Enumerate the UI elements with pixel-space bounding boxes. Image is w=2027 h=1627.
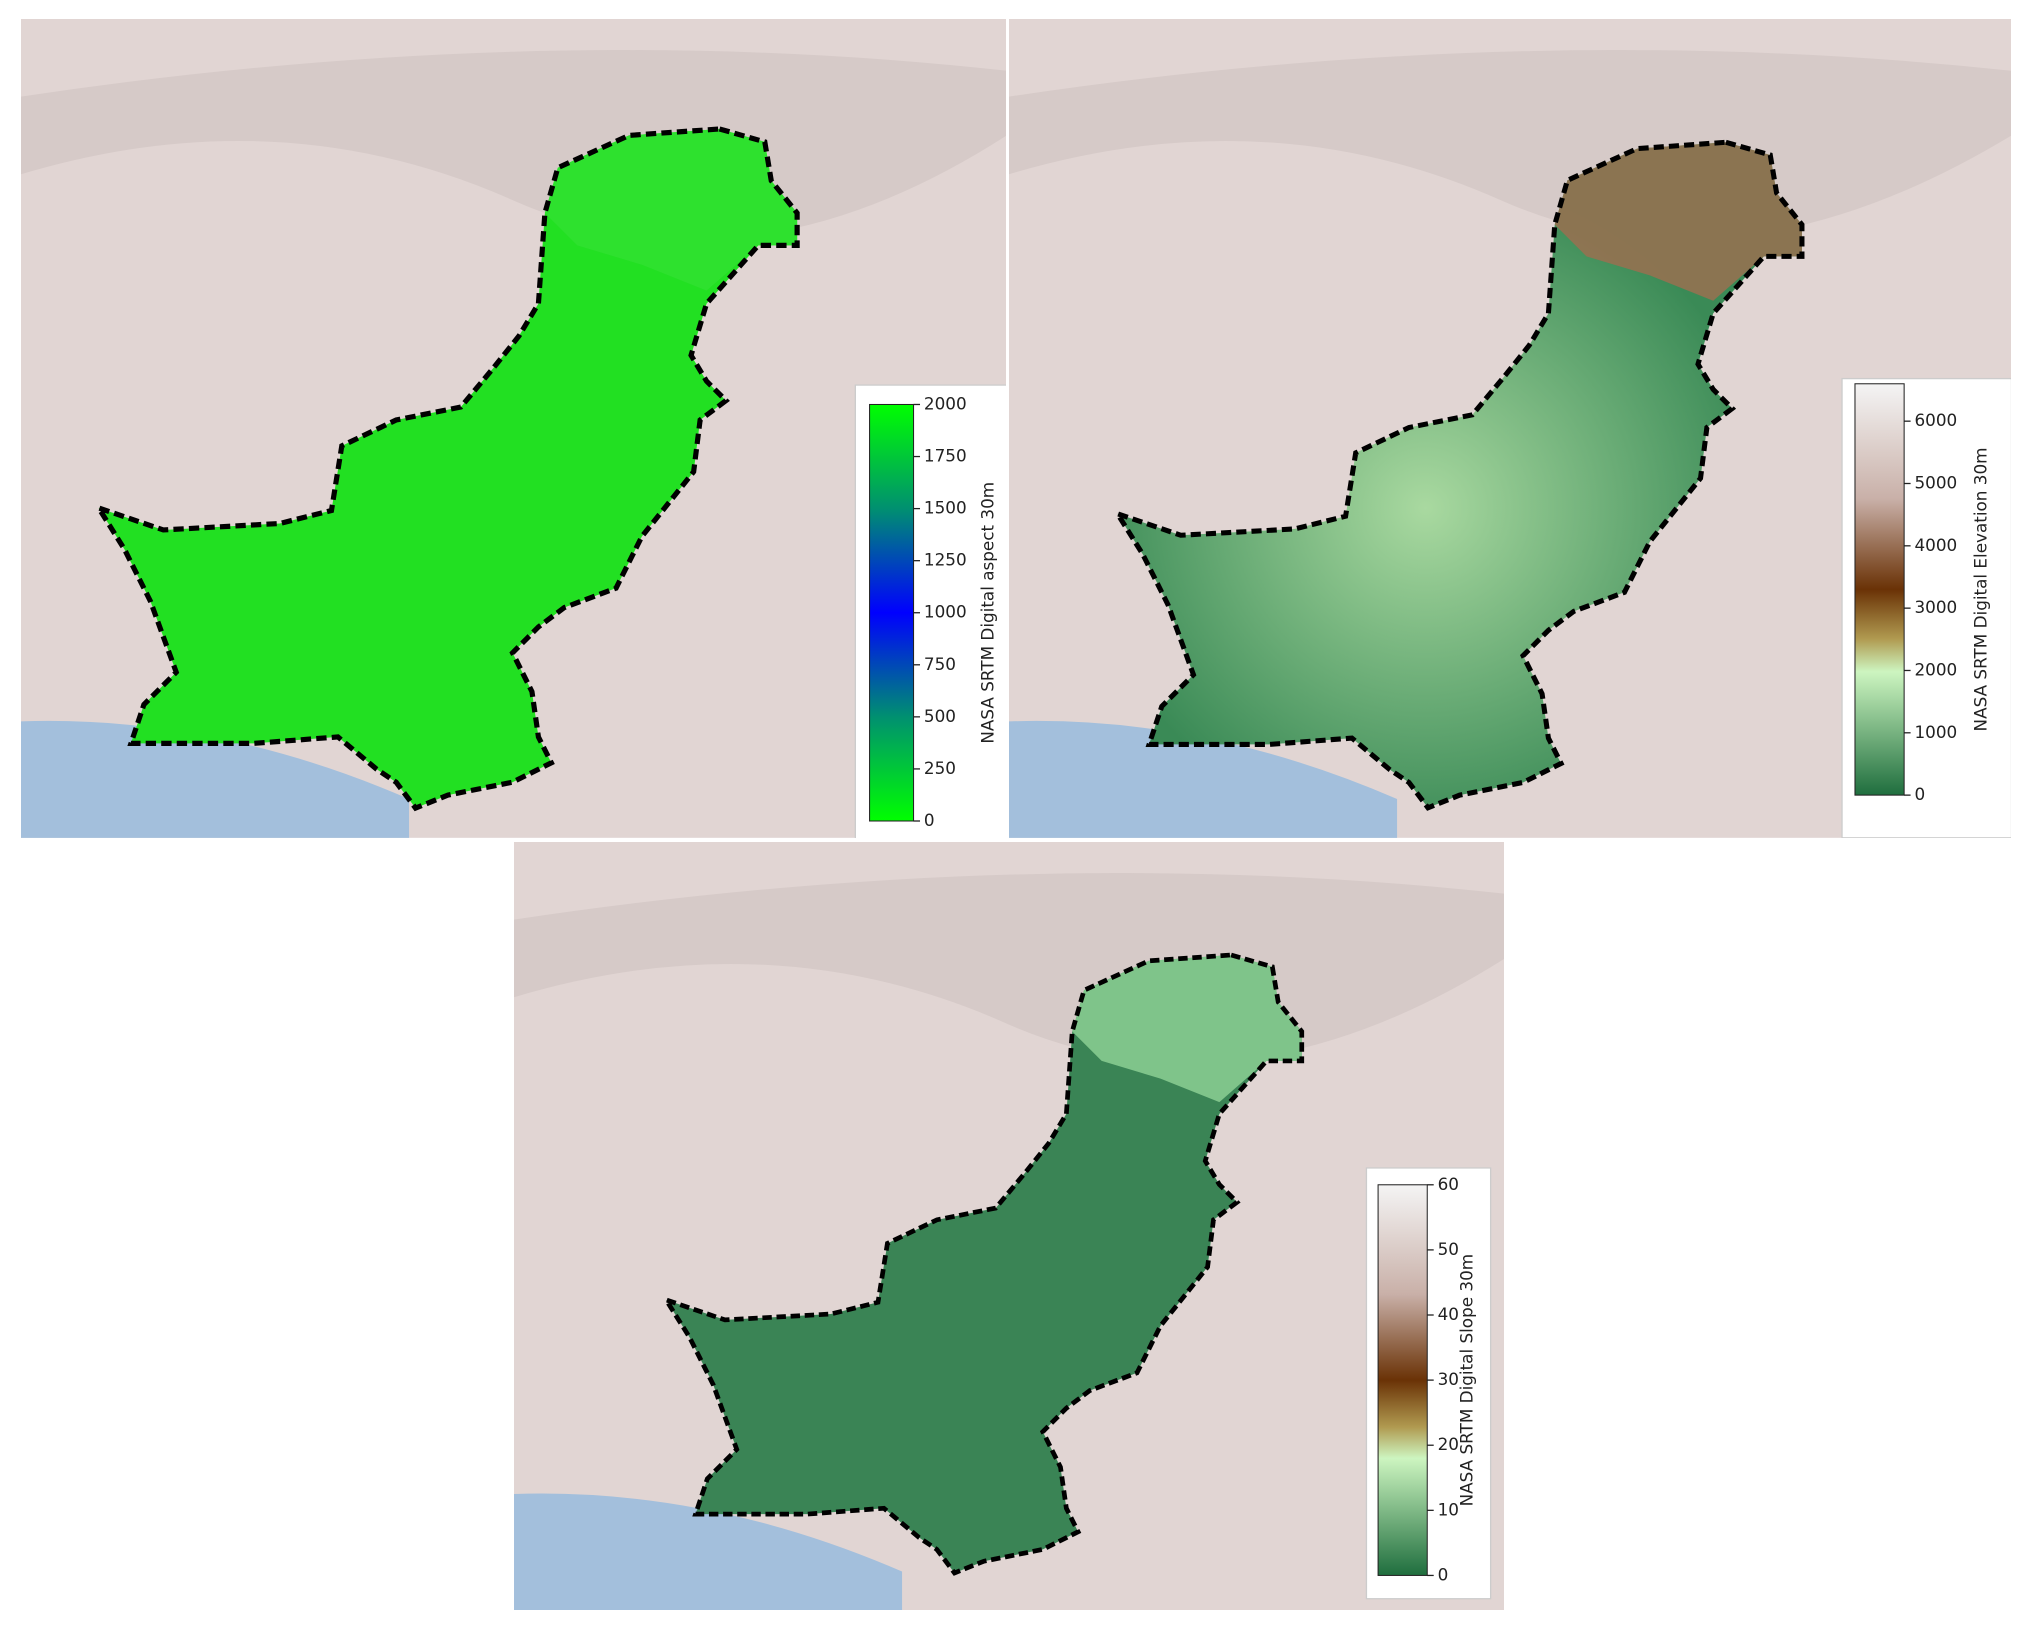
- northern-region: [1554, 142, 1802, 302]
- country: [660, 952, 1304, 1576]
- sea: [20, 721, 409, 839]
- country-fill: [98, 129, 797, 809]
- country-border: [660, 952, 1304, 1576]
- map-panel: 0 250 500 750 1000 1250 1500 1750 2000 NASA SRTM …: [20, 19, 1007, 839]
- colorbar: [868, 404, 914, 822]
- northern-region: [544, 129, 797, 292]
- colorbar-tick-label: 2000: [924, 394, 967, 414]
- colorbar-tick-label: 1750: [924, 446, 967, 466]
- colorbar-tick-label: 1000: [924, 602, 967, 622]
- colorbar-tick-label: 10: [1437, 1499, 1458, 1519]
- colorbar-tick-label: 4000: [1914, 535, 1957, 555]
- colorbar: [1854, 383, 1905, 797]
- colorbar-tick-label: 500: [924, 706, 956, 726]
- colorbar-tick-label: 40: [1437, 1304, 1458, 1324]
- colorbar-tick-label: 2000: [1914, 660, 1957, 680]
- map-panel: 0 1000 2000 3000 4000 5000 6000 NASA SRTM Digit…: [1008, 19, 2012, 839]
- colorbar-tick-label: 60: [1437, 1174, 1458, 1194]
- sea: [1008, 721, 1398, 839]
- colorbar-tick-label: 0: [1437, 1565, 1448, 1585]
- country-border: [1111, 140, 1805, 812]
- country: [92, 126, 800, 812]
- country-border: [92, 126, 800, 812]
- colorbar-tick-label: 250: [924, 758, 956, 778]
- colorbar-tick-label: 1250: [924, 550, 967, 570]
- colorbar-tick-label: 0: [1914, 785, 1925, 805]
- country-fill: [665, 955, 1302, 1574]
- colorbar-tick-label: 6000: [1914, 411, 1957, 431]
- colorbar: [1377, 1184, 1428, 1577]
- colorbar-tick-label: 1000: [1914, 722, 1957, 742]
- sea: [513, 1493, 902, 1611]
- country-fill: [1117, 142, 1802, 809]
- colorbar-tick-label: 50: [1437, 1239, 1458, 1259]
- colorbar-tick-label: 0: [924, 810, 935, 830]
- colorbar-tick-label: 750: [924, 654, 956, 674]
- colorbar-tick-label: 30: [1437, 1369, 1458, 1389]
- colorbar-tick-label: 20: [1437, 1434, 1458, 1454]
- colorbar-label: NASA SRTM Digital Slope 30m: [1456, 1254, 1476, 1507]
- colorbar-label: NASA SRTM Digital Elevation 30m: [1971, 448, 1991, 732]
- colorbar-tick-label: 3000: [1914, 598, 1957, 618]
- country: [1111, 140, 1805, 812]
- colorbar-tick-label: 1500: [924, 498, 967, 518]
- colorbar-label: NASA SRTM Digital aspect 30m: [977, 482, 997, 744]
- map-panel: 0 10 20 30 40 50 60 NASA SRTM Digital Slope 30m: [513, 842, 1505, 1611]
- colorbar-tick-label: 5000: [1914, 473, 1957, 493]
- northern-region: [1071, 955, 1302, 1103]
